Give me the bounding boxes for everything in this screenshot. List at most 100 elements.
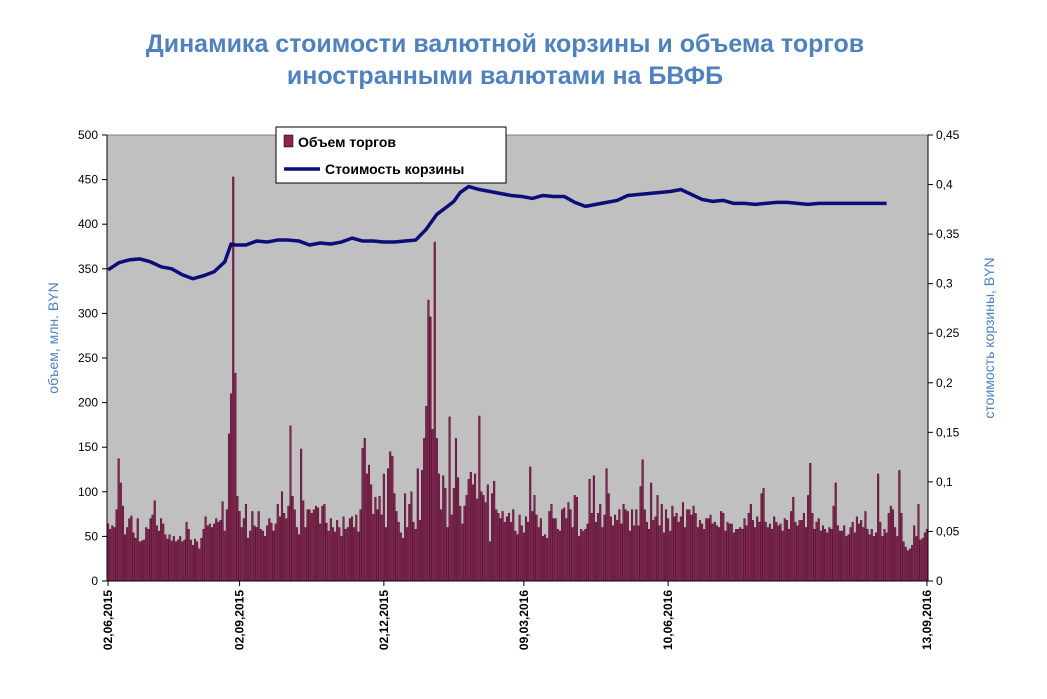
- volume-bar: [191, 545, 194, 582]
- volume-bar: [821, 525, 825, 582]
- volume-bar: [189, 539, 192, 582]
- volume-bar: [637, 525, 640, 582]
- volume-bar: [278, 516, 281, 582]
- volume-bar: [274, 523, 277, 582]
- volume-bar: [788, 529, 791, 582]
- volume-bar: [590, 513, 593, 582]
- volume-bar: [586, 523, 589, 582]
- volume-bar: [467, 479, 470, 582]
- volume-bar: [221, 501, 224, 582]
- volume-bar: [227, 433, 231, 582]
- volume-bar: [809, 463, 812, 582]
- volume-bar: [877, 473, 880, 582]
- volume-bar: [372, 513, 375, 582]
- volume-bar: [575, 496, 578, 582]
- volume-bar: [331, 527, 334, 582]
- volume-bar: [174, 541, 177, 582]
- legend-bar-swatch: [283, 134, 294, 148]
- volume-bar: [200, 537, 203, 582]
- volume-bar: [858, 523, 861, 582]
- volume-bar: [280, 491, 284, 582]
- volume-bar: [317, 507, 320, 582]
- volume-bar: [234, 372, 237, 582]
- volume-bar: [117, 458, 120, 582]
- volume-bar: [783, 518, 786, 582]
- volume-bar: [669, 530, 672, 582]
- volume-bar: [684, 527, 687, 582]
- volume-bar: [641, 459, 644, 582]
- volume-bar: [739, 527, 742, 582]
- volume-bar: [527, 521, 530, 582]
- volume-bar: [656, 495, 659, 582]
- volume-bar: [126, 527, 129, 582]
- volume-bar: [414, 529, 417, 582]
- volume-bar: [223, 530, 226, 582]
- volume-bar: [361, 447, 364, 582]
- volume-bar: [535, 514, 538, 582]
- volume-bar: [170, 540, 173, 582]
- volume-bar: [732, 532, 735, 582]
- volume-bar: [811, 513, 814, 582]
- volume-bar: [491, 493, 494, 582]
- volume-bar: [639, 486, 642, 582]
- legend-bar-label: Объем торгов: [298, 134, 396, 150]
- volume-bar: [851, 521, 854, 582]
- volume-bar: [497, 513, 500, 582]
- volume-bar: [913, 525, 916, 582]
- volume-bar: [715, 525, 718, 582]
- volume-bar: [921, 537, 924, 582]
- volume-bar: [690, 514, 693, 582]
- volume-bar: [247, 537, 250, 582]
- volume-bar: [219, 520, 222, 582]
- volume-bar: [798, 520, 801, 582]
- volume-bar: [478, 415, 481, 582]
- left-tick-label: 100: [78, 485, 98, 499]
- left-tick-label: 0: [91, 574, 98, 588]
- volume-bar: [323, 504, 326, 582]
- volume-bar: [264, 536, 267, 582]
- volume-bar: [904, 546, 907, 582]
- volume-bar: [206, 525, 209, 582]
- volume-bar: [359, 509, 362, 582]
- volume-bar: [393, 493, 396, 582]
- volume-bar: [164, 534, 167, 582]
- volume-bar: [387, 468, 390, 582]
- volume-bar: [128, 518, 131, 582]
- volume-bar: [166, 538, 169, 582]
- volume-bar: [314, 505, 317, 582]
- volume-bars: [107, 176, 928, 582]
- volume-bar: [760, 493, 763, 582]
- volume-bar: [348, 518, 351, 582]
- volume-bar: [484, 502, 487, 582]
- volume-bar: [213, 523, 216, 582]
- volume-bar: [289, 425, 292, 582]
- left-tick-label: 200: [78, 396, 98, 410]
- volume-bar: [486, 484, 489, 582]
- volume-bar: [622, 504, 625, 582]
- volume-bar: [242, 518, 245, 582]
- volume-bar: [667, 518, 670, 582]
- volume-bar: [380, 514, 383, 582]
- left-tick-label: 500: [78, 128, 98, 142]
- right-tick-label: 0,3: [936, 277, 953, 291]
- volume-bar: [119, 482, 122, 582]
- volume-bar: [132, 532, 135, 582]
- volume-bar: [410, 491, 413, 582]
- volume-bar: [261, 530, 264, 582]
- volume-bar: [461, 523, 464, 582]
- volume-bar: [773, 516, 776, 582]
- volume-bar: [671, 505, 674, 582]
- x-tick-label: 09,03,2016: [517, 590, 531, 650]
- volume-bar: [817, 518, 820, 582]
- volume-bar: [471, 484, 474, 582]
- volume-bar: [875, 532, 878, 582]
- volume-bar: [883, 529, 886, 582]
- volume-bar: [353, 527, 356, 582]
- volume-bar: [321, 505, 324, 582]
- x-tick-label: 10,06,2016: [661, 590, 675, 650]
- volume-bar: [580, 529, 583, 582]
- volume-bar: [618, 509, 621, 582]
- volume-bar: [694, 513, 697, 582]
- legend-box: [275, 126, 507, 184]
